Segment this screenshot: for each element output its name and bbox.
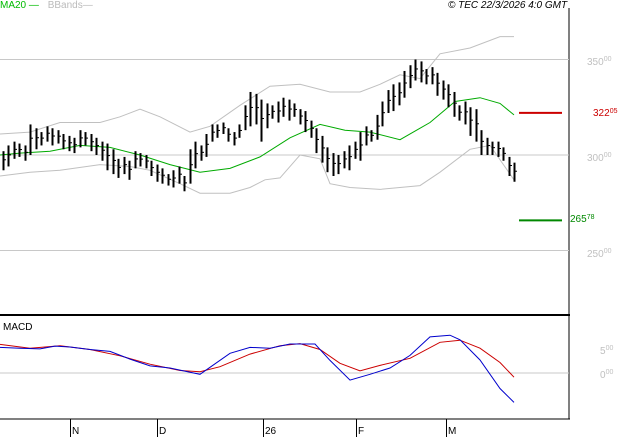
- macd-lines: [0, 334, 515, 403]
- x-label-26: 26: [265, 426, 277, 437]
- macd-title: MACD: [3, 322, 33, 333]
- x-label-M: M: [448, 426, 457, 437]
- x-label-N: N: [72, 426, 80, 437]
- ohlc-bars: [2, 59, 517, 192]
- macd-label-0: 000: [600, 369, 614, 381]
- price-gridlines: [0, 59, 569, 374]
- legend-bbands: BBands—: [47, 0, 93, 11]
- x-label-D: D: [159, 426, 167, 437]
- x-axis-ticks: [70, 419, 447, 437]
- legend-ma20: MA20 —: [0, 0, 39, 11]
- price-label-35000: 35000: [587, 56, 612, 68]
- bollinger-bands: [0, 36, 515, 194]
- level-lines: [519, 111, 562, 222]
- price-label-30000: 30000: [587, 152, 612, 164]
- macd-label-500: 500: [600, 345, 614, 357]
- x-label-F: F: [358, 426, 365, 437]
- timestamp: © TEC 22/3/2026 4:0 GMT: [448, 0, 568, 11]
- support-label: 26578: [570, 214, 595, 225]
- legend: MA20 — BBands—: [0, 0, 93, 12]
- ma20-line: [0, 97, 515, 173]
- panel-separator: [0, 314, 570, 316]
- price-label-25000: 25000: [587, 248, 612, 260]
- resistance-label: 32205: [593, 108, 618, 119]
